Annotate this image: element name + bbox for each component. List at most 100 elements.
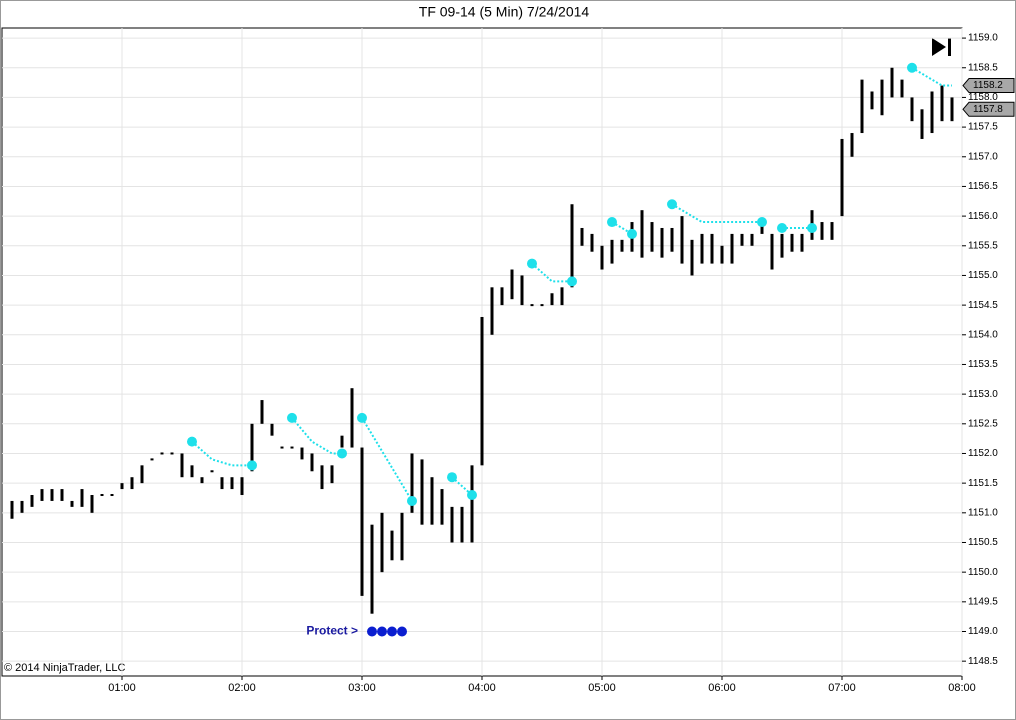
protect-dot: [377, 626, 387, 637]
y-tick-label: 1153.0: [968, 389, 998, 400]
price-bar: [330, 465, 334, 484]
price-bar: [440, 489, 444, 525]
stop-dot: [777, 222, 787, 233]
price-bar: [390, 530, 394, 561]
price-bar: [880, 79, 884, 116]
price-bar: [110, 494, 114, 497]
price-bar: [920, 109, 924, 139]
price-bar: [610, 239, 614, 264]
price-bar: [770, 233, 774, 270]
price-bar: [450, 506, 454, 543]
price-bar: [870, 91, 874, 110]
x-tick-label: 04:00: [468, 682, 496, 694]
price-bar: [40, 489, 44, 501]
x-tick-label: 05:00: [588, 682, 616, 694]
x-tick-label: 08:00: [948, 682, 976, 694]
y-tick-label: 1152.0: [968, 448, 998, 459]
stop-dot: [527, 258, 537, 269]
play-icon: [932, 38, 951, 56]
price-bar: [170, 452, 174, 455]
price-bar: [220, 477, 224, 490]
price-bar: [260, 400, 264, 424]
price-bar: [400, 512, 404, 561]
y-tick-label: 1150.5: [968, 537, 998, 548]
price-bar: [430, 477, 434, 525]
price-bar: [720, 245, 724, 264]
price-bar: [190, 465, 194, 478]
price-bar: [120, 483, 124, 490]
y-tick-label: 1158.0: [968, 92, 998, 103]
price-bar: [200, 477, 204, 484]
price-bar: [410, 453, 414, 513]
price-bar: [470, 465, 474, 543]
price-bar: [830, 222, 834, 240]
price-bar: [280, 446, 284, 449]
price-bar: [850, 133, 854, 157]
price-bar: [480, 316, 484, 466]
price-bar: [740, 233, 744, 246]
price-bar: [290, 446, 294, 449]
price-bar: [10, 500, 14, 519]
price-bar: [590, 233, 594, 252]
x-tick-label: 03:00: [348, 682, 376, 694]
price-bar: [550, 293, 554, 306]
price-bar: [360, 447, 364, 596]
price-bar: [950, 97, 954, 122]
price-bar: [510, 269, 514, 300]
price-bar: [310, 453, 314, 472]
stop-dot: [567, 276, 577, 287]
price-bar: [600, 245, 604, 270]
price-bar: [900, 79, 904, 98]
y-tick-label: 1151.5: [968, 478, 998, 489]
play-bar: [948, 38, 951, 56]
y-tick-label: 1155.0: [968, 270, 998, 281]
price-bar: [730, 233, 734, 264]
y-tick-label: 1148.5: [968, 656, 998, 667]
y-tick-label: 1155.5: [968, 240, 998, 251]
price-bar: [580, 227, 584, 246]
x-tick-label: 02:00: [228, 682, 256, 694]
y-tick-label: 1149.5: [968, 596, 998, 607]
price-bar: [680, 216, 684, 264]
price-bar: [350, 388, 354, 448]
price-marker: [962, 78, 1015, 94]
price-bar: [940, 85, 944, 122]
price-bar: [160, 452, 164, 455]
y-tick-label: 1153.5: [968, 359, 998, 370]
protect-dot: [367, 626, 377, 637]
price-bar: [30, 495, 34, 507]
price-bar: [670, 227, 674, 252]
stop-dot: [447, 472, 457, 483]
y-tick-label: 1157.5: [968, 122, 998, 133]
price-bar: [70, 500, 74, 507]
price-bar: [760, 222, 764, 234]
price-bar: [270, 423, 274, 436]
stop-dot: [357, 412, 367, 423]
price-marker-label: 1158.2: [973, 80, 1003, 91]
stop-dot: [287, 412, 297, 423]
price-bar: [130, 477, 134, 490]
price-bar: [240, 477, 244, 496]
price-bar: [570, 204, 574, 288]
price-bar: [930, 91, 934, 134]
price-marker: [962, 101, 1015, 117]
price-bar: [380, 512, 384, 573]
price-bar: [500, 287, 504, 306]
price-bar: [860, 79, 864, 134]
price-bar: [370, 524, 374, 614]
price-bar: [780, 233, 784, 258]
price-bar: [230, 477, 234, 490]
price-bar: [620, 239, 624, 252]
price-bar: [910, 97, 914, 122]
x-tick-label: 07:00: [828, 682, 856, 694]
price-bar: [340, 435, 344, 448]
price-bar: [50, 489, 54, 501]
price-bar: [820, 222, 824, 240]
price-bar: [710, 233, 714, 264]
price-bar: [700, 233, 704, 264]
price-bar: [90, 495, 94, 513]
trail-line: [911, 66, 952, 87]
price-bar: [750, 233, 754, 246]
